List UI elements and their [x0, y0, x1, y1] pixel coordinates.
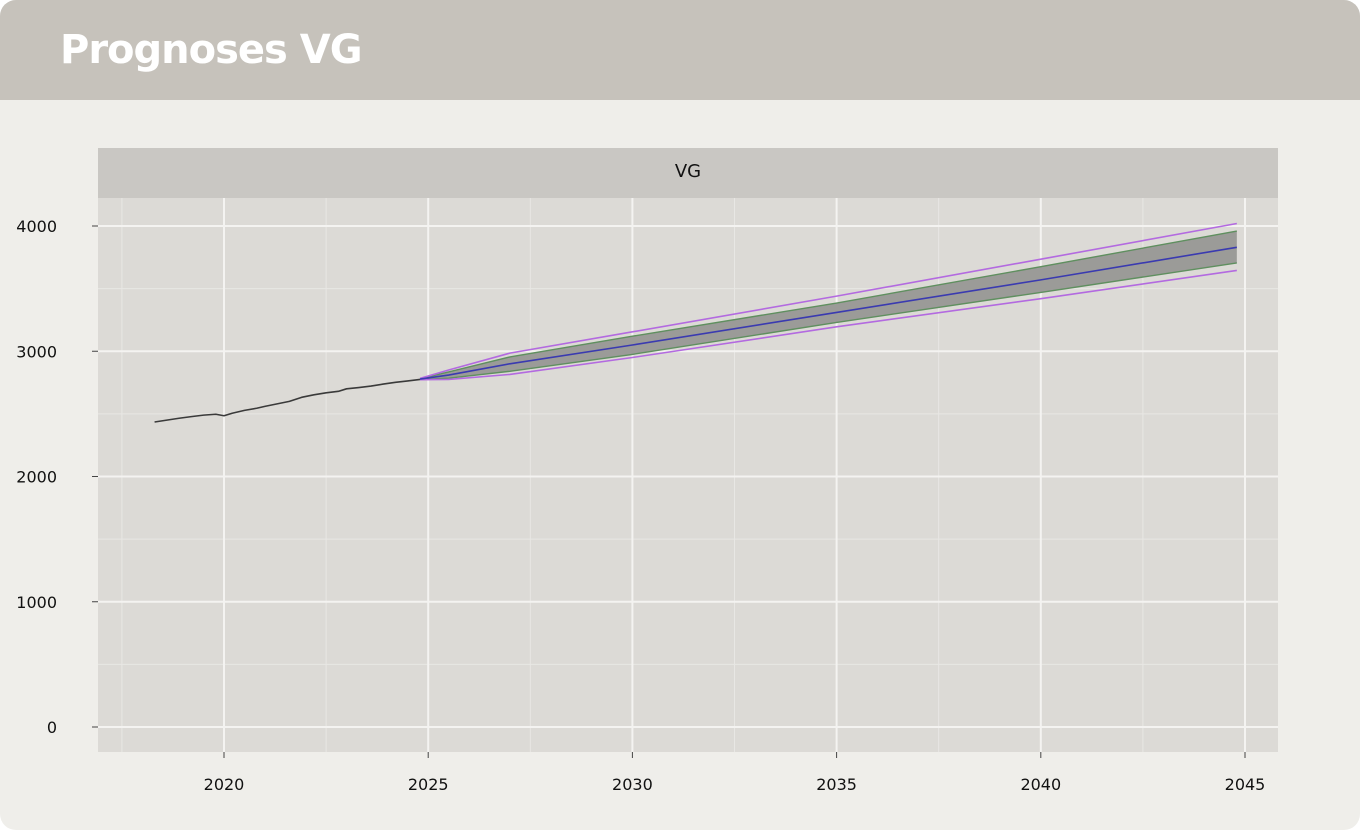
header-bar: Prognoses VG — [0, 0, 1360, 100]
plot-panel-background — [98, 198, 1278, 752]
y-tick-label: 2000 — [16, 468, 57, 487]
panel-strip — [98, 148, 1278, 198]
x-tick-label: 2020 — [204, 775, 245, 794]
forecast-80-band — [420, 231, 1237, 380]
y-tick-label: 4000 — [16, 217, 57, 236]
x-tick-label: 2045 — [1225, 775, 1266, 794]
x-tick-label: 2025 — [408, 775, 449, 794]
panel-strip-label: VG — [675, 161, 701, 182]
y-tick-label: 1000 — [16, 593, 57, 612]
forecast-95-upper-line — [419, 222, 1237, 380]
x-tick-label: 2035 — [816, 775, 857, 794]
forecast-95-lower-line — [420, 269, 1237, 381]
forecast-chart: VG 0 1000 2000 3000 4000 2020 2025 2030 2035 2040 2… — [16, 148, 1278, 794]
forecast-80-lower-line — [420, 262, 1237, 381]
x-tick-label: 2030 — [612, 775, 653, 794]
forecast-80-upper-line — [419, 230, 1237, 380]
x-tick-label: 2040 — [1020, 775, 1061, 794]
forecast-mean-line — [419, 246, 1237, 380]
y-tick-label: 3000 — [16, 342, 57, 361]
history-line — [154, 378, 421, 423]
page-title: Prognoses VG — [60, 27, 363, 73]
y-tick-label: 0 — [47, 718, 57, 737]
